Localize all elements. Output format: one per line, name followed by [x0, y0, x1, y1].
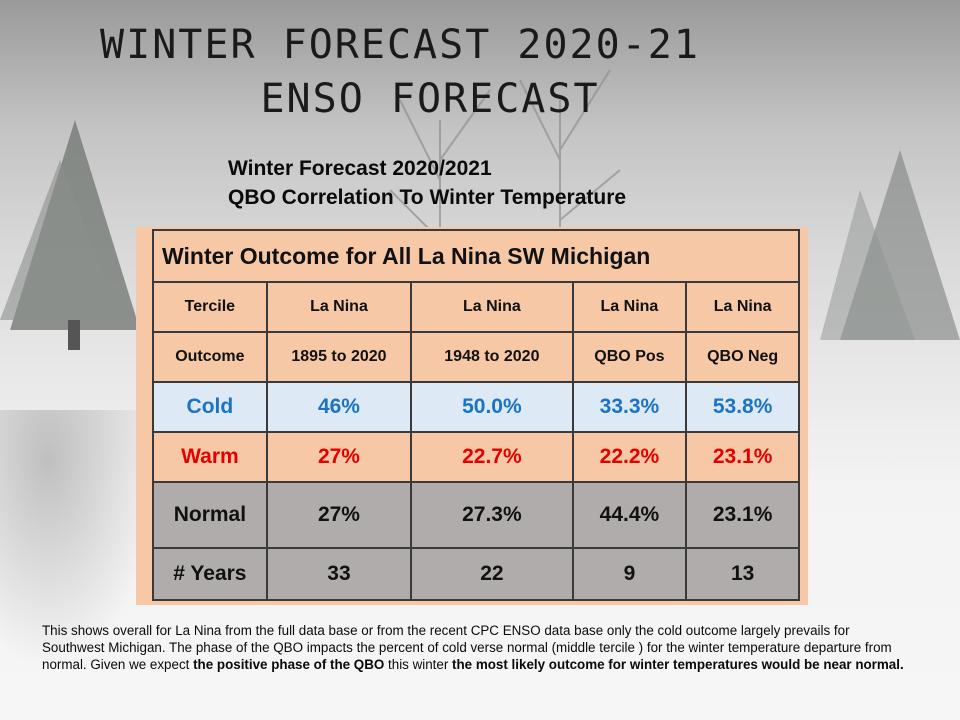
forecast-table-panel: Winter Outcome for All La Nina SW Michig…	[136, 227, 808, 605]
table-cell: 33.3%	[571, 381, 688, 433]
table-cell: 22	[410, 547, 574, 601]
section-heading: Winter Forecast 2020/2021	[228, 157, 492, 180]
table-cell: 27%	[265, 431, 413, 483]
header-cell: La Nina	[685, 281, 800, 333]
row-label: Cold	[152, 381, 268, 433]
header-cell: 1948 to 2020	[410, 331, 574, 383]
outcome-header-row: Outcome 1895 to 2020 1948 to 2020 QBO Po…	[152, 331, 800, 383]
header-cell: La Nina	[410, 281, 574, 333]
row-label: # Years	[152, 547, 268, 601]
table-cell: 23.1%	[685, 431, 800, 483]
page-title: WINTER FORECAST 2020-21	[100, 22, 700, 68]
explanation-note: This shows overall for La Nina from the …	[42, 622, 912, 673]
table-cell: 23.1%	[685, 481, 800, 549]
header-cell: La Nina	[265, 281, 413, 333]
note-text: This shows overall for La Nina from the …	[42, 623, 892, 672]
table-cell: 13	[685, 547, 800, 601]
section-subheading: QBO Correlation To Winter Temperature	[228, 186, 627, 209]
header-cell: La Nina	[571, 281, 688, 333]
note-emphasis: the positive phase of the QBO	[193, 657, 385, 672]
tercile-header-row: Tercile La Nina La Nina La Nina La Nina	[152, 281, 800, 333]
note-conclusion: the most likely outcome for winter tempe…	[452, 657, 904, 672]
table-row-warm: Warm 27% 22.7% 22.2% 23.1%	[152, 431, 800, 483]
table-row-normal: Normal 27% 27.3% 44.4% 23.1%	[152, 481, 800, 549]
table-cell: 22.2%	[571, 431, 688, 483]
row-label: Warm	[152, 431, 268, 483]
header-cell: Tercile	[152, 281, 268, 333]
ground-shadow	[0, 410, 160, 670]
table-row-cold: Cold 46% 50.0% 33.3% 53.8%	[152, 381, 800, 433]
table-cell: 46%	[265, 381, 413, 433]
table-cell: 50.0%	[410, 381, 574, 433]
row-label: Normal	[152, 481, 268, 549]
table-caption-row: Winter Outcome for All La Nina SW Michig…	[152, 229, 800, 283]
header-cell: QBO Neg	[685, 331, 800, 383]
evergreen-tree-right	[820, 150, 960, 340]
table-row-years: # Years 33 22 9 13	[152, 547, 800, 601]
table-cell: 27%	[265, 481, 413, 549]
note-text: this winter	[384, 657, 453, 672]
table-cell: 22.7%	[410, 431, 574, 483]
header-cell: QBO Pos	[571, 331, 688, 383]
table-caption: Winter Outcome for All La Nina SW Michig…	[152, 229, 800, 283]
table-cell: 53.8%	[685, 381, 800, 433]
table-cell: 33	[265, 547, 413, 601]
table-cell: 27.3%	[410, 481, 574, 549]
evergreen-tree-left	[0, 120, 140, 350]
page-subtitle-enso: ENSO FORECAST	[260, 76, 600, 122]
header-cell: Outcome	[152, 331, 268, 383]
header-cell: 1895 to 2020	[265, 331, 413, 383]
forecast-table: Winter Outcome for All La Nina SW Michig…	[152, 229, 800, 601]
table-cell: 9	[571, 547, 688, 601]
table-cell: 44.4%	[571, 481, 688, 549]
